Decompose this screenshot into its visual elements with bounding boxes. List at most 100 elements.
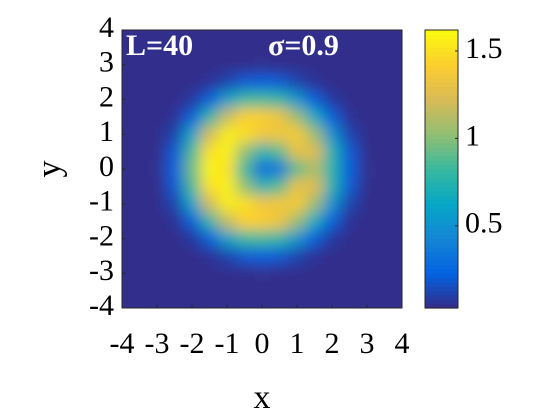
heatmap-cell: [358, 281, 377, 300]
heatmap-cell: [218, 73, 237, 92]
heatmap-cell: [288, 247, 307, 266]
heatmap-cell: [253, 73, 272, 92]
heatmap-cell: [358, 299, 377, 308]
heatmap-cell: [130, 281, 149, 300]
heatmap-cell: [183, 299, 202, 308]
colorbar-swatch: [425, 69, 458, 75]
heatmap-cell: [253, 247, 272, 266]
colorbar-tick-label: 1: [465, 119, 480, 152]
heatmap-cell: [148, 108, 167, 127]
heatmap-cell: [130, 264, 149, 283]
colorbar-swatch: [425, 195, 458, 201]
heatmap-cell: [305, 142, 324, 161]
heatmap-cell: [323, 90, 342, 109]
heatmap-cell: [270, 73, 289, 92]
heatmap-cell: [288, 160, 307, 179]
heatmap-cell: [235, 229, 254, 248]
heatmap-cell: [148, 142, 167, 161]
heatmap-cell: [270, 195, 289, 213]
heatmap-cell: [130, 142, 149, 161]
heatmap-cell: [323, 299, 342, 308]
heatmap-cell: [200, 56, 219, 74]
heatmap-cell: [323, 30, 342, 40]
heatmap-cell: [270, 108, 289, 127]
heatmap-cell: [253, 38, 272, 57]
heatmap-cell: [200, 73, 219, 92]
colorbar-frame: [424, 29, 459, 309]
heatmap-cell: [358, 247, 377, 266]
x-tick-label: 2: [325, 327, 340, 360]
heatmap-cell: [165, 90, 184, 109]
heatmap-cell: [340, 247, 359, 266]
colorbar-swatch: [425, 264, 458, 270]
heatmap-cell: [148, 281, 167, 300]
colorbar-swatch: [425, 299, 458, 305]
heatmap-cell: [148, 56, 167, 74]
y-tick-label: 4: [99, 11, 114, 44]
heatmap-cell: [122, 125, 132, 144]
heatmap-cell: [122, 195, 132, 213]
heatmap-cell: [165, 73, 184, 92]
heatmap-cell: [358, 160, 377, 179]
heatmap-cell: [183, 281, 202, 300]
heatmap-cell: [235, 56, 254, 74]
colorbar-swatch: [425, 273, 458, 279]
heatmap-cell: [165, 281, 184, 300]
colorbar-swatch: [425, 186, 458, 192]
colorbar-swatch: [425, 30, 458, 35]
heatmap-cell: [218, 125, 237, 144]
heatmap-cell: [358, 30, 377, 40]
heatmap-cell: [358, 142, 377, 161]
heatmap-cell: [130, 73, 149, 92]
heatmap-cell: [288, 30, 307, 40]
heatmap-cell: [183, 264, 202, 283]
y-tick-label: -3: [89, 254, 114, 287]
heatmap-cell: [270, 212, 289, 231]
heatmap-cell: [165, 56, 184, 74]
heatmap-cell: [323, 108, 342, 127]
heatmap-cell: [183, 160, 202, 179]
x-tick-label: -1: [215, 327, 240, 360]
heatmap-cell: [393, 212, 402, 231]
heatmap-cell: [358, 90, 377, 109]
heatmap-cell: [183, 229, 202, 248]
heatmap-cell: [183, 177, 202, 196]
heatmap-cell: [340, 30, 359, 40]
heatmap-cell: [288, 90, 307, 109]
heatmap-cell: [340, 160, 359, 179]
heatmap-cell: [288, 142, 307, 161]
colorbar-swatch: [425, 281, 458, 287]
heatmap-cell: [393, 38, 402, 57]
heatmap-cell: [183, 30, 202, 40]
heatmap-cell: [253, 142, 272, 161]
heatmap-cell: [165, 299, 184, 308]
heatmap-cell: [165, 195, 184, 213]
heatmap-cell: [270, 38, 289, 57]
heatmap-cell: [253, 160, 272, 179]
heatmap-cell: [148, 125, 167, 144]
colorbar-swatch: [425, 286, 458, 292]
heatmap-cell: [253, 195, 272, 213]
heatmap-cell: [340, 90, 359, 109]
colorbar-swatch: [425, 294, 458, 300]
heatmap-cell: [340, 142, 359, 161]
heatmap-cell: [270, 264, 289, 283]
heatmap-cell: [200, 108, 219, 127]
heatmap-cell: [165, 125, 184, 144]
colorbar-swatch: [425, 34, 458, 40]
heatmap-cell: [323, 125, 342, 144]
heatmap-cell: [288, 38, 307, 57]
heatmap-cell: [253, 56, 272, 74]
heatmap-cell: [323, 38, 342, 57]
heatmap-cell: [270, 281, 289, 300]
heatmap-cell: [218, 247, 237, 266]
heatmap-cell: [148, 195, 167, 213]
heatmap-cell: [358, 195, 377, 213]
colorbar-swatch: [425, 199, 458, 205]
heatmap-cell: [323, 212, 342, 231]
heatmap-cell: [288, 212, 307, 231]
colorbar-swatch: [425, 134, 458, 140]
heatmap-cell: [235, 264, 254, 283]
